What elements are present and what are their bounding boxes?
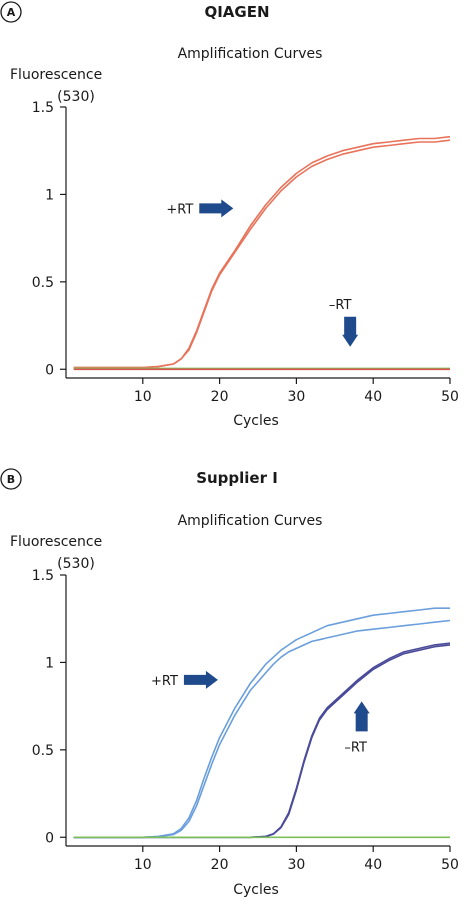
panel-a-badge-letter: A [7,6,16,19]
panel-b-series-line-2 [73,619,451,839]
panel-a-series-line-1 [73,135,451,369]
panel-a-ylabel: Fluorescence [10,67,102,83]
panel-a-badge-circle [0,1,22,23]
panel-b-annotation-arrow-2 [353,701,370,732]
panel-a-title: QIAGEN [204,3,269,21]
panel-a-x-tick-label: 40 [364,389,382,405]
panel-b-subtitle: Amplification Curves [178,513,323,529]
panel-b-x-tick-label: 10 [134,857,152,873]
panel-a: A QIAGEN Amplification Curves Fluorescen… [0,1,459,429]
panel-b-annotation-arrow-1 [183,670,218,689]
panel-b-y-tick-label: 1.5 [32,568,54,584]
panel-a-series-line-2 [73,139,451,369]
panel-b-series-line-1 [73,607,450,839]
panel-a-ylabel-unit: (530) [57,89,95,105]
panel-b-ylabel-unit: (530) [57,556,95,572]
panel-a-x-tick-label: 20 [211,389,229,405]
panel-b-y-tick-label: 0.5 [32,743,54,759]
panel-b-y-tick-label: 0 [45,830,54,846]
panel-a-annotation-arrow-2 [342,316,359,347]
panel-a-annotation-label-2: –RT [329,298,352,313]
panel-b: B Supplier I Amplification Curves Fluore… [0,468,459,898]
panel-a-x-tick-label: 30 [287,389,305,405]
panel-a-x-tick-label: 10 [134,389,152,405]
panel-b-title: Supplier I [196,469,278,487]
panel-b-x-tick-label: 30 [287,857,305,873]
panel-b-badge-circle [0,468,22,490]
panel-a-subtitle: Amplification Curves [178,46,323,62]
panel-a-annotation-arrow-1 [199,199,234,218]
panel-b-x-tick-label: 40 [364,857,382,873]
panel-a-y-tick-label: 1 [45,187,54,203]
panel-a-xlabel: Cycles [233,413,279,429]
panel-b-x-tick-label: 50 [441,857,459,873]
panel-b-annotation-label-1: +RT [151,674,178,689]
panel-a-x-tick-label: 50 [441,389,459,405]
panel-a-y-tick-label: 0 [45,362,54,378]
panel-b-annotation-label-2: –RT [344,740,367,755]
panel-a-y-tick-label: 1.5 [32,100,54,116]
panel-a-y-tick-label: 0.5 [32,275,54,291]
panel-b-series-line-3 [73,642,451,839]
panel-b-xlabel: Cycles [233,882,279,898]
panel-b-y-tick-label: 1 [45,655,54,671]
panel-a-annotation-label-1: +RT [166,202,193,217]
panel-b-ylabel: Fluorescence [10,534,102,550]
panel-b-badge-letter: B [7,473,15,486]
panel-b-x-tick-label: 20 [211,857,229,873]
panel-b-series-line-4 [73,644,451,839]
